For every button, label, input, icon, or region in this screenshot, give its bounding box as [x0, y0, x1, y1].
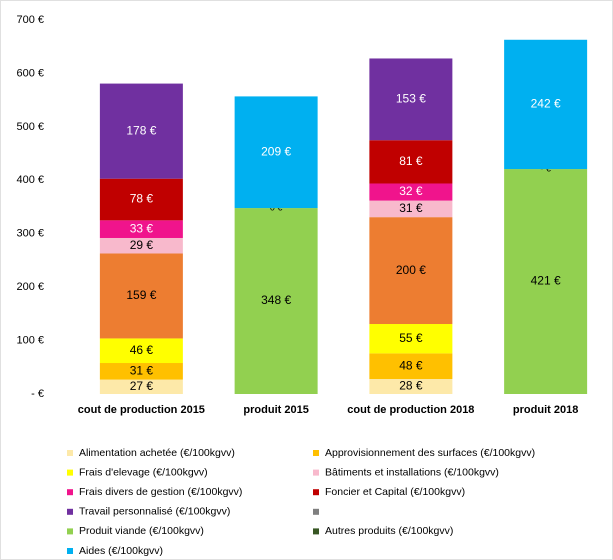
y-tick-label: - € — [31, 388, 44, 400]
legend-swatch — [313, 508, 319, 515]
bar-segment — [234, 208, 318, 394]
legend-swatch — [67, 548, 73, 554]
bar-segment — [504, 39, 588, 170]
legend-label: Autres produits (€/100kgvv) — [325, 525, 453, 537]
x-tick-label: cout de production 2015 — [78, 404, 205, 416]
data-label: 33 € — [130, 221, 154, 235]
y-tick-label: 300 € — [16, 228, 44, 240]
legend-swatch — [67, 489, 73, 496]
bar-segment — [369, 183, 453, 201]
bar-segment — [99, 220, 183, 238]
legend-label: Foncier et Capital (€/100kgvv) — [325, 486, 465, 498]
legend-label: Frais d'elevage (€/100kgvv) — [79, 466, 208, 478]
bar-segment — [369, 200, 453, 218]
data-label: 31 € — [399, 201, 423, 215]
bar-segment — [369, 353, 453, 380]
y-tick-label: 100 € — [16, 334, 44, 346]
legend-label: Bâtiments et installations (€/100kgvv) — [325, 466, 499, 478]
legend-label: Produit viande (€/100kgvv) — [79, 525, 204, 537]
data-label: 55 € — [399, 331, 423, 345]
data-label: 209 € — [261, 144, 291, 158]
bar-segment — [369, 379, 453, 394]
data-label: 48 € — [399, 358, 423, 372]
data-label: 46 € — [130, 343, 154, 357]
bar-segment — [369, 217, 453, 325]
bar-segment — [99, 363, 183, 380]
data-label: 27 € — [130, 379, 154, 393]
bar-segment — [99, 83, 183, 179]
x-tick-label: produit 2018 — [513, 404, 578, 416]
legend-label: Approvisionnement des surfaces (€/100kgv… — [325, 447, 535, 459]
x-tick-label: cout de production 2018 — [347, 404, 474, 416]
bar-segment — [234, 96, 318, 209]
y-tick-label: 700 € — [16, 14, 44, 26]
legend-swatch — [67, 469, 73, 476]
y-tick-label: 400 € — [16, 174, 44, 186]
data-label: 200 € — [396, 263, 426, 277]
bar-segment — [99, 237, 183, 254]
bar-segment — [99, 178, 183, 221]
bar-segment — [99, 379, 183, 394]
data-label: 81 € — [399, 154, 423, 168]
bar-segment — [504, 169, 588, 394]
x-tick-label: produit 2015 — [243, 404, 308, 416]
y-tick-label: 600 € — [16, 67, 44, 79]
legend-label: Frais divers de gestion (€/100kgvv) — [79, 486, 242, 498]
legend-swatch — [313, 450, 319, 456]
legend-label: Aides (€/100kgvv) — [79, 545, 163, 557]
data-label: 242 € — [531, 97, 561, 111]
bar-segment — [369, 140, 453, 184]
data-label: 178 € — [126, 123, 156, 137]
data-label: 28 € — [399, 379, 423, 393]
bar-segment — [99, 253, 183, 339]
data-label: 32 € — [399, 184, 423, 198]
legend-swatch — [67, 528, 73, 535]
bar-segment — [99, 338, 183, 364]
legend-swatch — [67, 450, 73, 456]
data-label: 159 € — [126, 288, 156, 302]
legend-label: Alimentation achetée (€/100kgvv) — [79, 447, 235, 459]
y-tick-label: 500 € — [16, 121, 44, 133]
legend-swatch — [313, 469, 319, 476]
data-label: 78 € — [130, 192, 154, 206]
data-label: 29 € — [130, 238, 154, 252]
legend-label: Travail personnalisé (€/100kgvv) — [79, 506, 230, 518]
data-label: 421 € — [531, 274, 561, 288]
legend-swatch — [67, 508, 73, 515]
data-label: 153 € — [396, 92, 426, 106]
y-tick-label: 200 € — [16, 281, 44, 293]
legend-swatch — [313, 528, 319, 535]
data-label: 348 € — [261, 293, 291, 307]
legend-swatch — [313, 489, 319, 496]
bar-segment — [369, 324, 453, 354]
bar-segment — [369, 58, 453, 141]
data-label: 31 € — [130, 363, 154, 377]
